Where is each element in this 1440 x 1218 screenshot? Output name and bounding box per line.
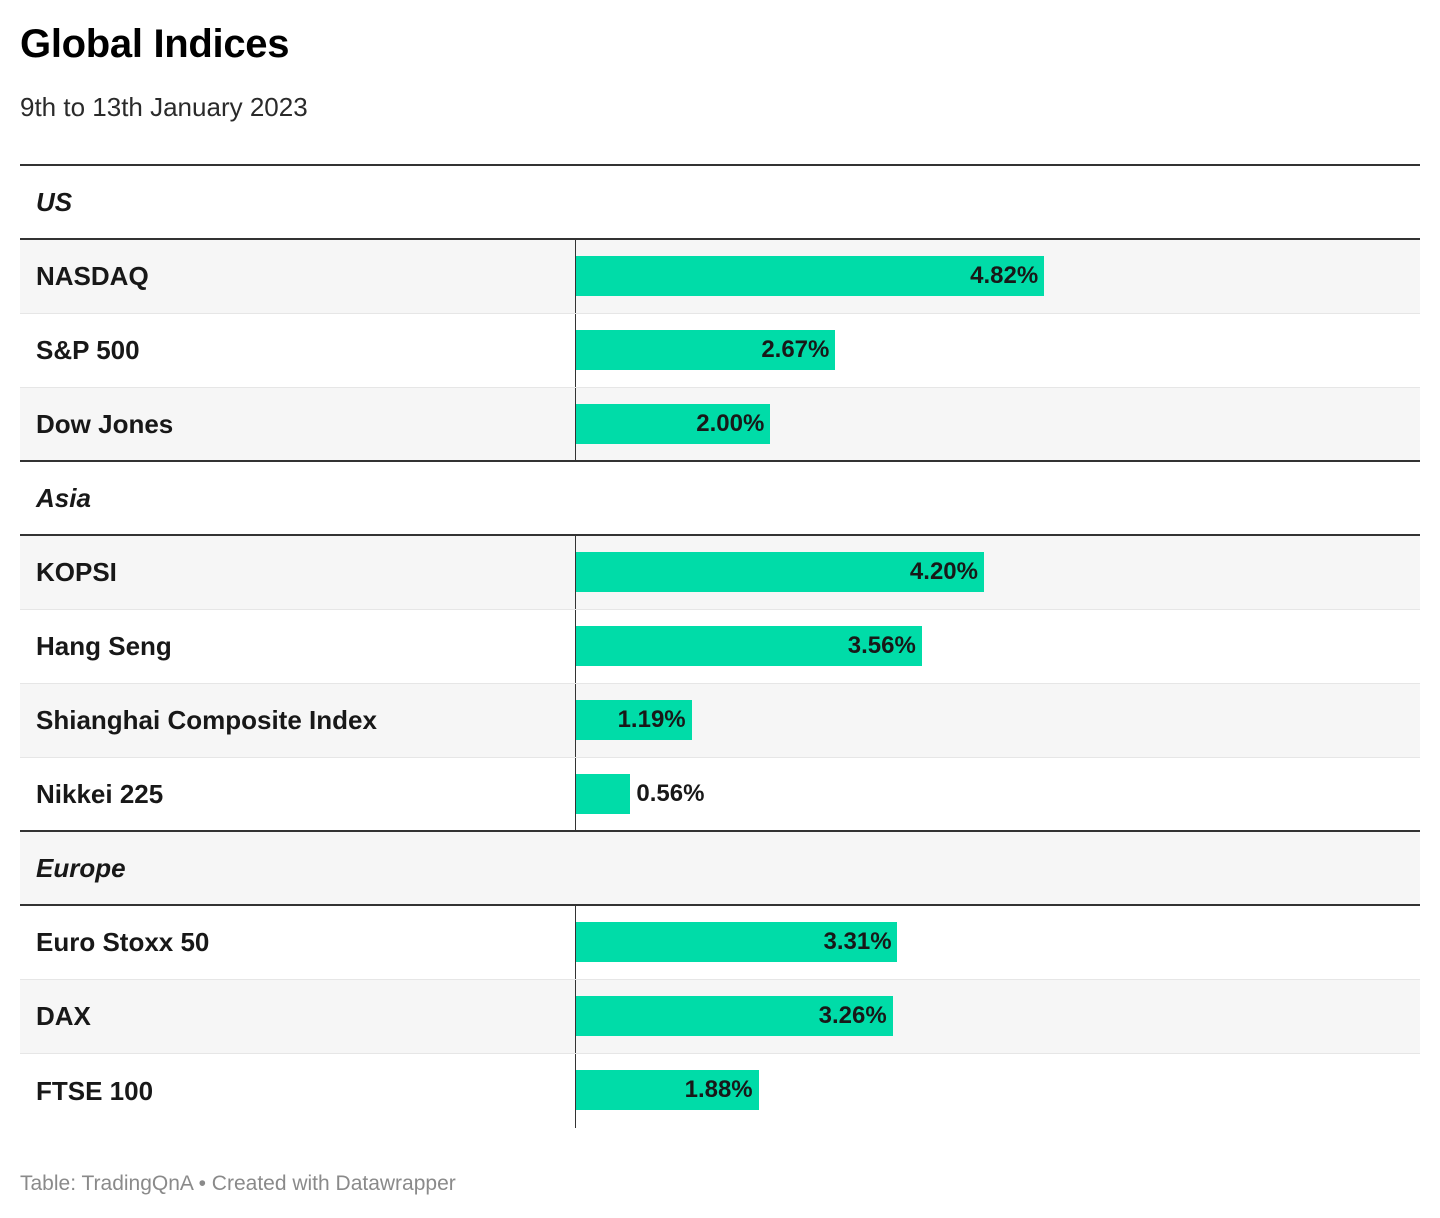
value-label: 3.26% [818,1002,887,1029]
source-footer: Table: TradingQnA • Created with Datawra… [20,1172,456,1195]
bar-cell: 2.00% [575,388,1420,460]
bar-cell: 4.82% [575,240,1420,313]
chart-title: Global Indices [20,22,290,66]
group-label: Europe [36,852,126,883]
value-bar [576,996,893,1036]
table-row: Euro Stoxx 50 3.31% [20,906,1420,980]
index-name: Nikkei 225 [36,778,164,809]
table-row: FTSE 100 1.88% [20,1054,1420,1128]
bar-cell: 2.67% [575,314,1420,387]
chart-subtitle: 9th to 13th January 2023 [20,92,308,122]
table-row: Shianghai Composite Index 1.19% [20,684,1420,758]
table-row: NASDAQ 4.82% [20,240,1420,314]
index-name: KOPSI [36,557,117,587]
table-row: KOPSI 4.20% [20,536,1420,610]
value-bar [576,552,984,592]
value-bar [576,774,631,814]
bar-cell: 1.19% [575,684,1420,757]
bar-cell: 1.88% [575,1054,1420,1128]
group-header: US [20,166,1420,240]
group-header: Asia [20,462,1420,536]
value-label: 1.19% [617,706,686,733]
index-name: Euro Stoxx 50 [36,927,210,957]
group-label: US [36,186,73,217]
value-label: 1.88% [684,1076,753,1103]
value-label: 3.31% [823,928,892,955]
value-label: 4.20% [909,558,978,585]
bar-cell: 3.31% [575,906,1420,979]
table-row: Hang Seng 3.56% [20,610,1420,684]
bar-cell: 3.56% [575,610,1420,683]
value-label: 2.00% [696,410,765,437]
value-bar [576,256,1045,296]
group-header: Europe [20,832,1420,906]
value-bar [576,404,771,444]
bar-cell: 0.56% [575,758,1420,830]
index-name: Hang Seng [36,631,172,661]
value-bar [576,330,836,370]
index-name: S&P 500 [36,335,140,365]
bar-cell: 4.20% [575,536,1420,609]
index-name: FTSE 100 [36,1075,154,1106]
group-label: Asia [36,482,91,513]
value-bar [576,922,898,962]
table-row: Dow Jones 2.00% [20,388,1420,462]
index-name: NASDAQ [36,261,149,291]
value-bar [576,626,922,666]
value-bar [576,700,692,740]
bar-cell: 3.26% [575,980,1420,1053]
value-bar [576,1070,759,1110]
value-label: 0.56% [636,780,705,807]
table-row: DAX 3.26% [20,980,1420,1054]
value-label: 4.82% [970,262,1039,289]
table-row: Nikkei 225 0.56% [20,758,1420,832]
index-name: Shianghai Composite Index [36,705,377,735]
value-label: 2.67% [761,336,830,363]
indices-table: US NASDAQ 4.82% S&P 500 2.67% Dow Jones 2.00% A… [20,164,1420,1128]
table-row: S&P 500 2.67% [20,314,1420,388]
index-name: Dow Jones [36,408,174,439]
index-name: DAX [36,1001,91,1031]
value-label: 3.56% [847,632,916,659]
